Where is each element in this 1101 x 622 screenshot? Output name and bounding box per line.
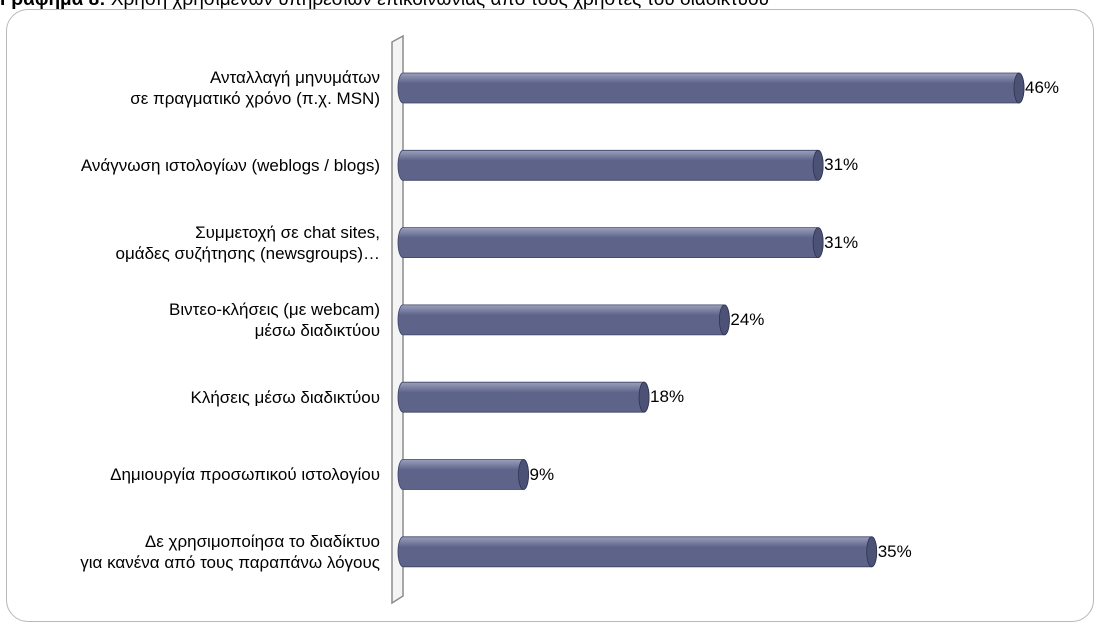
chart-title-prefix: Γράφημα 8: <box>0 0 106 10</box>
category-label-line: σε πραγματικό χρόνο (π.χ. MSN) <box>130 89 380 108</box>
bar-end-cap <box>1013 72 1025 104</box>
category-label-line: Δημιουργία προσωπικού ιστολογίου <box>110 465 380 484</box>
category-label: Συμμετοχή σε chat sites, ομάδες συζήτησης… <box>20 222 381 264</box>
bar-end-cap <box>812 227 824 259</box>
chart-title-text: Χρήση χρησιμένων υπηρεσιών επικοινωνίας … <box>111 0 769 10</box>
category-label-line: Συμμετοχή σε chat sites, <box>195 222 380 242</box>
value-label: 46% <box>1025 78 1060 97</box>
bar <box>397 227 824 258</box>
category-label-line: Κλήσεις μέσω διαδικτύου <box>190 387 381 407</box>
value-label: 18% <box>650 387 685 407</box>
value-label: 24% <box>730 309 765 329</box>
bar <box>397 459 529 490</box>
bar-end-cap <box>718 304 730 336</box>
bar <box>397 381 650 413</box>
bar <box>397 304 730 336</box>
value-label: 35% <box>877 541 912 561</box>
category-label-line: Βιντεο-κλήσεις (με webcam) <box>169 299 380 319</box>
category-label: Δε χρησιμοποίησα το διαδίκτυο για κανένα … <box>20 531 380 573</box>
category-label: Δημιουργία προσωπικού ιστολογίου <box>20 464 380 485</box>
bar <box>397 72 1025 104</box>
category-label-line: για κανένα από τους παραπάνω λόγους <box>80 552 380 572</box>
bar <box>397 536 878 568</box>
category-label-line: μέσω διαδικτύου <box>254 320 380 340</box>
category-label: Ανταλλαγή μηνυμάτων σε πραγματικό χρόνο (… <box>20 67 380 109</box>
category-label: Βιντεο-κλήσεις (με webcam) μέσω διαδικτύο… <box>20 299 380 341</box>
category-label-line: Δε χρησιμοποίησα το διαδίκτυο <box>144 531 380 551</box>
category-label-line: Ανάγνωση ιστολογίων (weblogs / blogs) <box>80 155 380 175</box>
value-label: 31% <box>824 232 859 252</box>
bar <box>397 149 824 181</box>
category-label: Ανάγνωση ιστολογίων (weblogs / blogs) <box>20 155 380 176</box>
chart-title: Γράφημα 8: Χρήση χρησιμένων υπηρεσιών επ… <box>0 0 1101 11</box>
bars <box>397 72 1025 568</box>
bar-end-cap <box>866 536 878 568</box>
category-label: Κλήσεις μέσω διαδικτύου <box>20 387 381 408</box>
bar-end-cap <box>812 149 824 181</box>
category-label-line: ομάδες συζήτησης (newsgroups)… <box>115 243 381 263</box>
value-label: 31% <box>824 155 859 175</box>
value-label: 9% <box>529 464 555 484</box>
bar-end-cap <box>518 459 529 490</box>
bar-end-cap <box>638 381 650 413</box>
category-label-line: Ανταλλαγή μηνυμάτων <box>210 68 380 87</box>
